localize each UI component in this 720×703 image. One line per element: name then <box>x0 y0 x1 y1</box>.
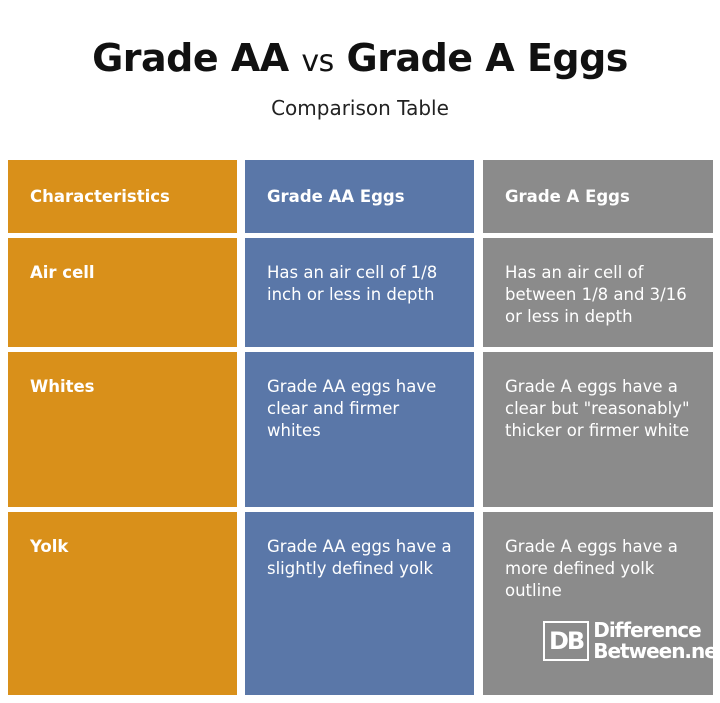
title: Grade AA vs Grade A Eggs <box>0 36 720 80</box>
header-cell: Grade A Eggs <box>483 160 713 233</box>
table-cell: Has an air cell of between 1/8 and 3/16 … <box>483 238 713 347</box>
table-cell: Grade AA eggs have clear and firmer whit… <box>245 352 474 507</box>
subtitle: Comparison Table <box>271 96 449 120</box>
logo-line: Between.net <box>593 639 720 663</box>
title-right: Grade A Eggs <box>346 36 629 80</box>
logo-mark: DB <box>543 621 590 661</box>
header-cell: Characteristics <box>8 160 237 233</box>
row-label: Air cell <box>8 238 237 347</box>
table-cell: Grade A eggs have a clear but "reasonabl… <box>483 352 713 507</box>
header-cell: Grade AA Eggs <box>245 160 474 233</box>
logo-text: Difference Between.net <box>593 620 720 662</box>
title-left: Grade AA <box>92 36 289 80</box>
table-cell: Grade AA eggs have a slightly defined yo… <box>245 512 474 695</box>
logo-line: Difference <box>593 618 702 642</box>
table-cell: Grade A eggs have a more defined yolk ou… <box>483 512 713 695</box>
title-vs: vs <box>301 44 334 79</box>
row-label: Whites <box>8 352 237 507</box>
logo: DB Difference Between.net <box>543 620 720 662</box>
table-cell: Has an air cell of 1/8 inch or less in d… <box>245 238 474 347</box>
row-label: Yolk <box>8 512 237 695</box>
